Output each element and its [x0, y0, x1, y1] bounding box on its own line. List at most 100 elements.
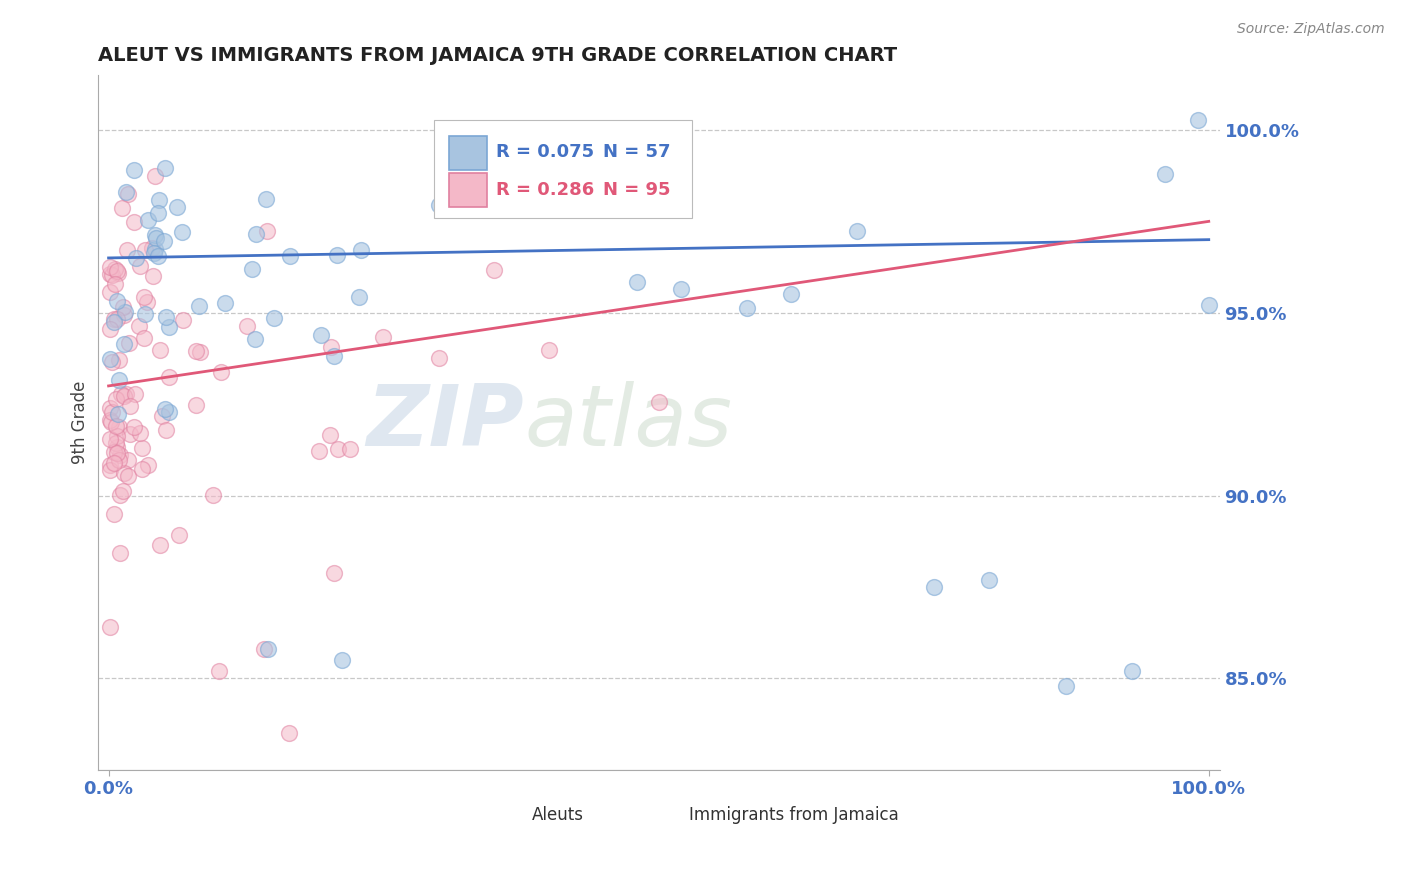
- Point: [104, 418, 127, 433]
- Point: [245, 332, 267, 346]
- Point: [141, 241, 163, 255]
- Point: [108, 448, 131, 462]
- Point: [427, 351, 450, 366]
- Point: [150, 409, 173, 423]
- Point: [112, 300, 135, 314]
- Text: N = 57: N = 57: [603, 143, 671, 161]
- Point: [148, 206, 170, 220]
- Point: [111, 483, 134, 498]
- Point: [209, 365, 232, 379]
- Point: [143, 242, 166, 256]
- Text: Aleuts: Aleuts: [531, 806, 583, 824]
- Point: [117, 452, 139, 467]
- Point: [107, 373, 129, 387]
- Point: [427, 198, 450, 212]
- Point: [129, 426, 152, 441]
- Point: [124, 387, 146, 401]
- Point: [145, 231, 167, 245]
- Point: [277, 726, 299, 740]
- Point: [308, 443, 330, 458]
- Point: [108, 452, 131, 467]
- Point: [257, 642, 280, 657]
- Point: [350, 244, 373, 258]
- Point: [626, 275, 648, 289]
- Point: [339, 442, 361, 456]
- Text: R = 0.075: R = 0.075: [496, 143, 595, 161]
- Point: [135, 295, 157, 310]
- Point: [256, 224, 278, 238]
- Point: [537, 343, 560, 358]
- Point: [98, 285, 121, 300]
- Point: [98, 267, 121, 281]
- Point: [170, 225, 193, 239]
- Point: [149, 343, 172, 357]
- Point: [122, 163, 145, 178]
- FancyBboxPatch shape: [499, 801, 529, 829]
- Point: [236, 318, 259, 333]
- Point: [98, 463, 121, 477]
- Point: [98, 413, 121, 427]
- Point: [107, 407, 129, 421]
- Point: [309, 327, 332, 342]
- Point: [157, 369, 180, 384]
- Point: [322, 349, 344, 363]
- Point: [122, 420, 145, 434]
- Point: [138, 213, 160, 227]
- Point: [153, 234, 176, 248]
- Point: [592, 178, 614, 192]
- Point: [118, 336, 141, 351]
- Point: [110, 387, 132, 401]
- Point: [120, 399, 142, 413]
- Point: [188, 299, 211, 313]
- Point: [103, 508, 125, 522]
- Point: [107, 440, 129, 454]
- Point: [112, 466, 135, 480]
- Point: [100, 268, 122, 282]
- Point: [845, 224, 868, 238]
- Point: [105, 311, 128, 326]
- Point: [153, 401, 176, 416]
- Point: [148, 249, 170, 263]
- Text: Source: ZipAtlas.com: Source: ZipAtlas.com: [1237, 22, 1385, 37]
- Point: [148, 194, 170, 208]
- Point: [124, 214, 146, 228]
- Point: [103, 444, 125, 458]
- Point: [482, 199, 505, 213]
- Point: [142, 269, 165, 284]
- Point: [779, 287, 801, 301]
- Text: atlas: atlas: [524, 381, 733, 464]
- Point: [240, 261, 263, 276]
- Point: [155, 310, 177, 325]
- Point: [117, 186, 139, 201]
- Point: [98, 458, 121, 472]
- Point: [1054, 679, 1077, 693]
- FancyBboxPatch shape: [434, 120, 692, 218]
- Point: [98, 321, 121, 335]
- Point: [328, 442, 350, 456]
- Point: [254, 192, 277, 206]
- Point: [253, 642, 276, 657]
- Point: [155, 423, 177, 437]
- Point: [107, 353, 129, 368]
- Point: [145, 169, 167, 183]
- Point: [105, 446, 128, 460]
- Point: [143, 228, 166, 243]
- Point: [111, 201, 134, 215]
- Point: [108, 488, 131, 502]
- Point: [647, 395, 669, 409]
- Point: [157, 319, 180, 334]
- Point: [166, 200, 188, 214]
- Point: [125, 252, 148, 266]
- Point: [167, 527, 190, 541]
- Point: [142, 245, 165, 260]
- Point: [319, 427, 342, 442]
- Point: [323, 566, 346, 581]
- Point: [104, 277, 127, 291]
- Point: [117, 469, 139, 483]
- Point: [112, 336, 135, 351]
- Point: [132, 331, 155, 345]
- Point: [371, 329, 394, 343]
- Point: [107, 266, 129, 280]
- Point: [263, 311, 285, 326]
- Point: [128, 318, 150, 333]
